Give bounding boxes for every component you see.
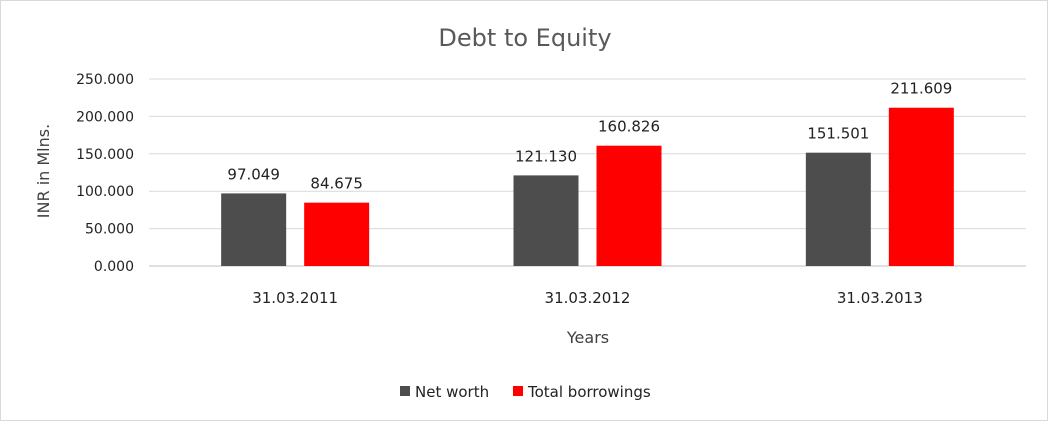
bars (221, 107, 954, 267)
bar-net-worth (513, 175, 579, 266)
x-axis-title: Years (566, 328, 609, 347)
y-tick-label: 50.000 (85, 222, 134, 238)
chart-title: Debt to Equity (438, 24, 611, 52)
y-axis-title: INR in Mlns. (34, 124, 53, 218)
data-label: 211.609 (890, 80, 952, 98)
y-tick-label: 200.000 (76, 109, 134, 125)
x-category-label: 31.03.2013 (837, 289, 923, 307)
bar-net-worth (805, 152, 871, 266)
legend: Net worth Total borrowings (400, 383, 651, 401)
data-label: 97.049 (227, 165, 280, 183)
data-labels: 97.049 84.675 121.130 160.826 151.501 211.609 (227, 80, 952, 193)
data-label: 160.826 (598, 118, 660, 136)
y-tick-label: 0.000 (94, 259, 134, 275)
x-category-label: 31.03.2011 (252, 289, 338, 307)
legend-swatch (513, 386, 523, 396)
data-label: 121.130 (515, 147, 577, 165)
y-tick-label: 250.000 (76, 72, 134, 88)
legend-label: Total borrowings (527, 383, 651, 401)
bar-total-borrowings (304, 202, 370, 266)
x-category-label: 31.03.2012 (545, 289, 631, 307)
legend-label: Net worth (415, 383, 489, 401)
x-axis-categories: 31.03.2011 31.03.2012 31.03.2013 (252, 289, 923, 307)
bar-total-borrowings (596, 145, 662, 266)
legend-swatch (400, 386, 410, 396)
data-label: 84.675 (310, 175, 363, 193)
y-tick-label: 100.000 (76, 184, 134, 200)
bar-total-borrowings (888, 107, 954, 267)
data-label: 151.501 (807, 125, 869, 143)
y-tick-label: 150.000 (76, 147, 134, 163)
bar-net-worth (221, 193, 287, 266)
gridlines (149, 78, 1026, 267)
y-axis-ticks: 0.000 50.000 100.000 150.000 200.000 250.000 (76, 72, 134, 275)
